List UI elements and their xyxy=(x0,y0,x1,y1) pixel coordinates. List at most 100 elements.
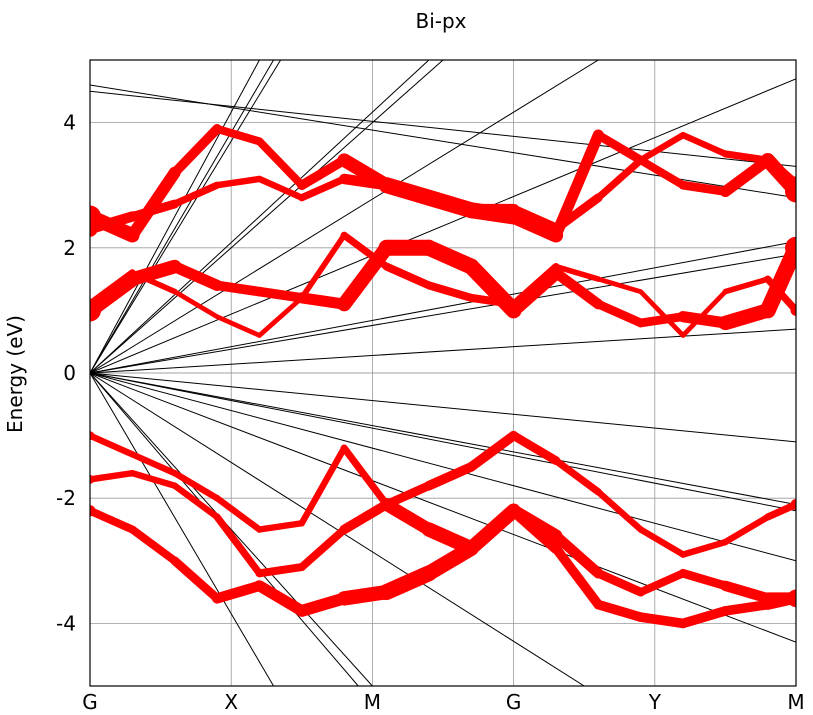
weight-segment xyxy=(593,130,646,165)
weight-segment xyxy=(507,204,562,235)
band-line xyxy=(90,372,274,686)
x-tick-label: X xyxy=(224,690,238,714)
y-tick-label: 0 xyxy=(63,361,76,385)
weight-segment xyxy=(213,495,263,533)
x-tick-label: Y xyxy=(648,690,662,714)
x-tick-label: G xyxy=(82,690,98,714)
axes-frame xyxy=(89,59,797,687)
weight-segment xyxy=(255,563,306,578)
weight-segment xyxy=(506,266,563,318)
weight-segment xyxy=(764,275,796,314)
weight-segment xyxy=(507,505,562,554)
weight-segment xyxy=(171,469,221,502)
band-line xyxy=(90,372,373,686)
weight-segment xyxy=(595,488,644,533)
y-tick-label: -2 xyxy=(56,486,76,510)
band-line xyxy=(90,372,796,562)
projected-band-6 xyxy=(90,503,796,629)
weight-segment xyxy=(254,286,307,303)
projected-band-3 xyxy=(90,231,796,338)
x-tick-label: M xyxy=(364,690,381,714)
chart-title: Bi-px xyxy=(415,9,466,33)
weight-segment xyxy=(298,175,348,202)
y-axis-label: Energy (eV) xyxy=(3,315,27,433)
projected-band-2 xyxy=(90,131,796,237)
weight-segment xyxy=(129,270,178,295)
y-tick-label: 4 xyxy=(63,111,76,135)
weight-segment xyxy=(298,232,347,301)
weight-segment xyxy=(253,580,308,617)
y-ticks: -4 -2 0 2 4 xyxy=(56,111,76,636)
weight-segment xyxy=(378,565,437,601)
weight-segment xyxy=(211,580,265,604)
weight-segment xyxy=(552,457,602,496)
y-tick-label: 2 xyxy=(63,236,76,260)
weight-segment xyxy=(422,191,478,217)
band-line xyxy=(90,328,796,374)
weight-segment xyxy=(678,180,730,196)
weight-segment xyxy=(172,289,220,320)
weight-segment xyxy=(171,181,221,208)
band-point xyxy=(90,431,95,440)
projected-band-0 xyxy=(90,236,796,331)
weight-segment xyxy=(509,431,561,466)
weight-segment xyxy=(593,599,646,622)
weight-segment xyxy=(550,530,604,579)
band-line xyxy=(90,253,796,374)
weight-segment xyxy=(90,432,136,458)
band-line xyxy=(90,372,796,643)
band-line xyxy=(90,372,796,443)
y-tick-label: -4 xyxy=(56,611,76,635)
band-point xyxy=(788,590,796,607)
weight-segment xyxy=(340,231,391,271)
weight-segment xyxy=(678,568,730,591)
weight-segment xyxy=(339,499,392,535)
black-bands xyxy=(90,60,796,686)
band-point xyxy=(90,475,95,484)
weight-segment xyxy=(213,175,263,189)
weight-segment xyxy=(636,312,688,328)
weight-segment xyxy=(759,239,796,319)
weight-segment xyxy=(421,540,479,581)
band-line xyxy=(90,60,274,374)
weight-segment xyxy=(720,580,773,604)
plot-frame xyxy=(89,59,797,687)
weight-segment xyxy=(722,513,771,546)
x-tick-label: M xyxy=(787,690,804,714)
weight-segment xyxy=(297,525,349,572)
weight-segment xyxy=(90,269,136,308)
weight-segment xyxy=(90,469,136,483)
weight-segment xyxy=(721,150,772,164)
band-line xyxy=(90,372,585,686)
weight-segment xyxy=(509,262,560,308)
weight-segment xyxy=(466,430,519,472)
band-line xyxy=(90,60,430,374)
band-line xyxy=(90,60,282,374)
weight-segment xyxy=(296,155,349,190)
band-point xyxy=(785,236,796,259)
weight-segment xyxy=(213,124,264,146)
weight-segment xyxy=(340,444,391,509)
weight-segment xyxy=(129,451,178,477)
weight-segment xyxy=(382,262,433,290)
weight-segment xyxy=(553,263,602,282)
weight-segment xyxy=(128,525,179,565)
weight-segment xyxy=(336,240,394,312)
weight-segment xyxy=(550,267,604,310)
x-tick-label: G xyxy=(506,690,522,714)
weight-segment xyxy=(170,556,222,603)
weight-segment xyxy=(213,513,264,577)
band-point xyxy=(790,304,796,316)
band-point xyxy=(790,498,796,510)
band-point xyxy=(90,298,96,310)
weight-segment xyxy=(719,154,774,198)
weight-segment xyxy=(551,193,603,234)
weight-segment xyxy=(594,156,645,202)
weight-segment xyxy=(212,280,265,297)
band-line xyxy=(90,372,796,505)
weight-segment xyxy=(127,199,180,221)
band-point xyxy=(787,176,796,194)
weight-segment xyxy=(637,526,687,558)
weight-segment xyxy=(678,606,731,629)
weight-segment xyxy=(637,131,687,164)
